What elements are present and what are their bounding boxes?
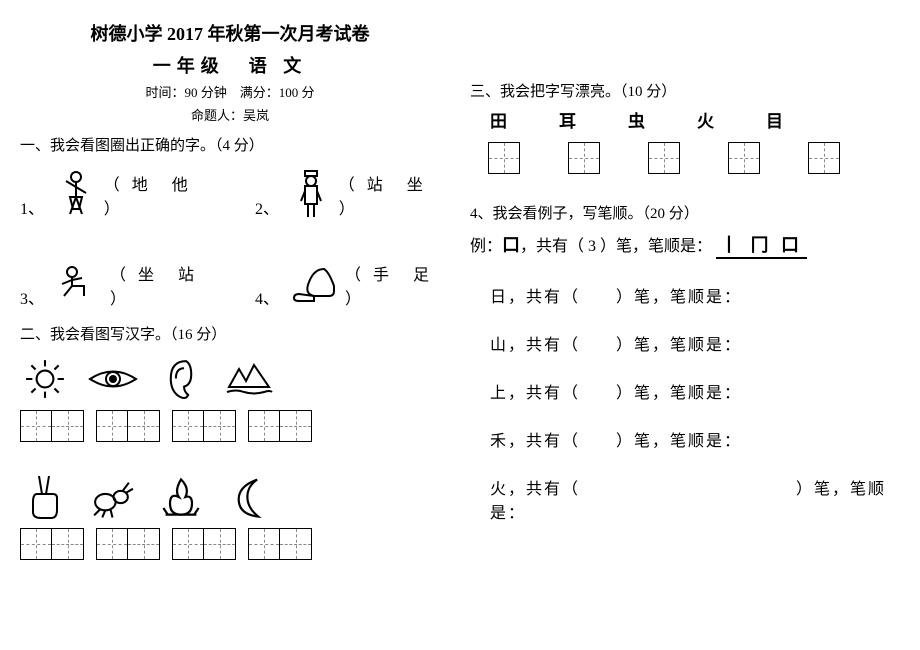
- q4-line-3: 上，共有（ ）笔，笔顺是：: [490, 379, 910, 403]
- q2-num: 2、: [255, 195, 279, 219]
- eye-icon: [88, 354, 138, 404]
- q3-num: 3、: [20, 285, 44, 309]
- q2-choices: （ 站 坐 ）: [339, 171, 440, 219]
- q4-num: 4、: [255, 285, 279, 309]
- q4-choices: （ 手 足 ）: [345, 261, 440, 309]
- hand-peace-icon: [20, 472, 70, 522]
- section3-title: 三、我会把字写漂亮。（10 分）: [470, 80, 910, 101]
- fire-icon: [156, 472, 206, 522]
- answer-boxes-row2: [20, 528, 440, 560]
- school-title: 树德小学 2017 年秋第一次月考试卷: [20, 20, 440, 46]
- q4-line-5: 火，共有（ ）笔，笔顺是：: [490, 475, 910, 523]
- foot-icon: [289, 259, 339, 309]
- section3-boxes: [488, 142, 910, 174]
- author: 命题人：吴岚: [20, 105, 440, 124]
- sun-icon: [20, 354, 70, 404]
- insect-icon: [88, 472, 138, 522]
- q1-num: 1、: [20, 195, 44, 219]
- ear-icon: [156, 354, 206, 404]
- q4-line-1: 日，共有（ ）笔，笔顺是：: [490, 283, 910, 307]
- soldier-standing-icon: [289, 169, 333, 219]
- section4-title: 4、我会看例子，写笔顺。（20 分）: [470, 202, 910, 223]
- answer-boxes-row1: [20, 410, 440, 442]
- section2-title: 二、我会看图写汉字。（16 分）: [20, 323, 440, 344]
- moon-icon: [224, 472, 274, 522]
- q1-choices: （ 地 他 ）: [104, 171, 205, 219]
- grade-subject: 一年级 语 文: [20, 52, 440, 78]
- mountain-water-icon: [224, 354, 274, 404]
- girl-standing-icon: [54, 169, 98, 219]
- q3-choices: （ 坐 站 ）: [110, 261, 205, 309]
- q4-line-2: 山，共有（ ）笔，笔顺是：: [490, 331, 910, 355]
- girl-sitting-icon: [54, 259, 104, 309]
- time-score: 时间：90 分钟 满分：100 分: [20, 82, 440, 101]
- section1-title: 一、我会看图圈出正确的字。（4 分）: [20, 134, 440, 155]
- section4-example: 例： 口 ，共有（ 3 ）笔，笔顺是： 丨 冂 口: [470, 231, 910, 259]
- q4-line-4: 禾，共有（ ）笔，笔顺是：: [490, 427, 910, 451]
- section3-chars: 田 耳 虫 火 目: [490, 107, 910, 132]
